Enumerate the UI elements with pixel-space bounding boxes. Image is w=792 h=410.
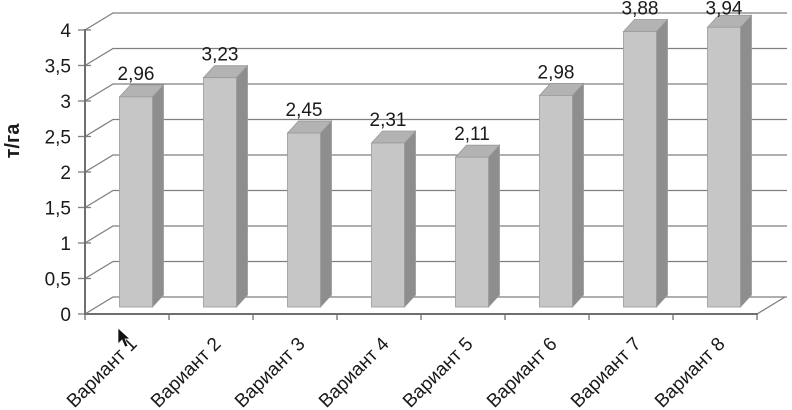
y-axis-title: т/га (2, 123, 24, 159)
y-tick-label: 2,5 (45, 128, 71, 149)
x-category-label: Вариант 3 (231, 334, 310, 410)
bar-variant-4 (370, 129, 417, 309)
x-category-label: Вариант 8 (651, 334, 730, 410)
gridline-4 (84, 12, 787, 31)
bar-front-face (623, 31, 657, 308)
bar-side-face (740, 14, 752, 309)
bar-value-label: 2,31 (370, 110, 407, 131)
bar-front-face (287, 132, 321, 308)
y-tick-label: 1,5 (45, 199, 71, 220)
bar-value-label: 2,11 (454, 124, 490, 145)
bar-value-label: 3,88 (622, 0, 659, 20)
bar-variant-5 (454, 144, 501, 309)
bar-variant-7 (622, 18, 669, 309)
bar-side-face (572, 82, 584, 309)
bar-side-face (320, 120, 332, 309)
bar-variant-8 (706, 14, 753, 309)
bar-side-face (152, 83, 164, 309)
gridline-0 (84, 296, 787, 315)
bar-side-face (656, 18, 668, 309)
mouse-cursor-icon (117, 327, 131, 348)
y-tick-label: 3 (60, 92, 71, 113)
gridline-3,5 (84, 47, 787, 67)
y-tick-label: 4 (60, 21, 71, 42)
bar-variant-1 (118, 83, 165, 309)
bar-variant-2 (202, 64, 249, 309)
bar-side-face (236, 64, 248, 309)
bar-value-label: 2,45 (286, 100, 323, 121)
bar-variant-3 (286, 120, 333, 309)
bar-value-label: 3,94 (706, 0, 743, 20)
y-tick-label: 0,5 (45, 270, 71, 291)
bar-front-face (203, 77, 237, 308)
gridline-1,5 (84, 189, 787, 209)
bar-side-face (404, 129, 416, 309)
x-category-label: Вариант 7 (567, 334, 646, 410)
y-tick-label: 2 (60, 163, 71, 184)
y-tick-label: 0 (60, 305, 71, 326)
bar-front-face (455, 156, 489, 308)
bar-front-face (707, 26, 741, 308)
x-category-label: Вариант 6 (483, 334, 562, 410)
y-tick-label: 1 (60, 234, 71, 255)
bar-value-label: 2,98 (538, 62, 575, 83)
bar-value-label: 2,96 (118, 64, 155, 85)
gridline-3 (84, 83, 787, 102)
gridline-2 (84, 154, 787, 173)
gridline-0,5 (84, 260, 787, 280)
bar-front-face (119, 96, 153, 308)
floor-right-edge (756, 296, 786, 315)
bar-front-face (539, 95, 573, 308)
x-category-label: Вариант 4 (315, 333, 394, 410)
bar-variant-6 (538, 82, 585, 309)
x-category-label: Вариант 1 (63, 334, 142, 410)
bar-side-face (488, 144, 500, 309)
y-tick-label: 3,5 (45, 57, 71, 78)
gridline-2,5 (84, 118, 787, 138)
bar-front-face (371, 142, 405, 308)
x-category-label: Вариант 2 (147, 334, 226, 410)
bar-value-label: 3,23 (202, 45, 239, 66)
x-category-label: Вариант 5 (399, 334, 478, 410)
gridline-1 (84, 225, 787, 244)
